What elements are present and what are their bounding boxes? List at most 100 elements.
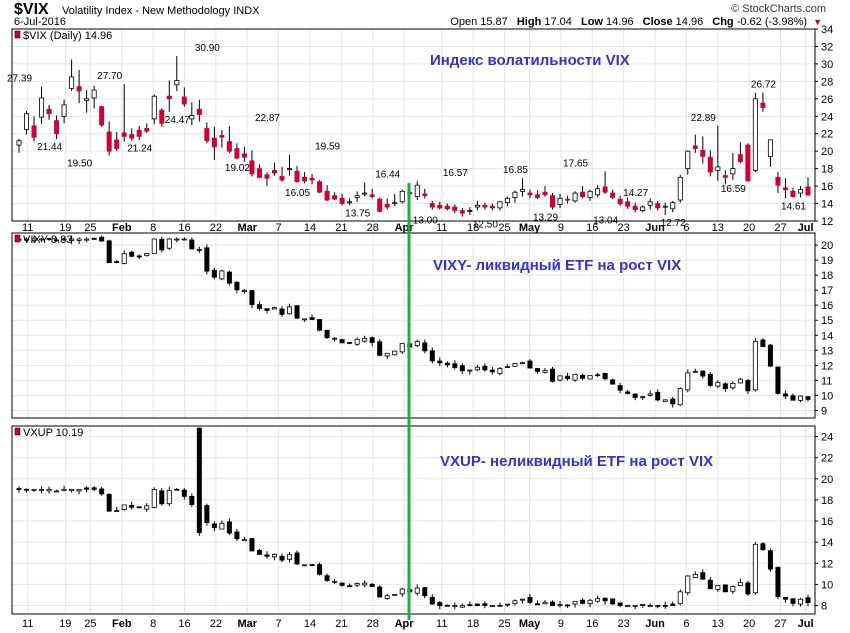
y-tick-label: 9 — [821, 405, 827, 417]
y-tick-label: 20 — [821, 240, 833, 252]
high-value: 17.04 — [544, 16, 572, 28]
candle — [106, 131, 112, 152]
candle — [782, 187, 788, 190]
candle — [677, 591, 683, 605]
candle — [497, 201, 503, 209]
candle — [264, 174, 270, 179]
open-value: 15.87 — [480, 16, 508, 28]
candle — [144, 505, 150, 510]
x-tick-label: Jun — [645, 222, 665, 234]
x-tick-label: 21 — [335, 618, 347, 630]
candle — [196, 249, 202, 251]
brand-label[interactable]: © StockCharts.com — [731, 3, 826, 15]
candle — [324, 575, 330, 581]
candle — [84, 98, 90, 101]
candle — [790, 598, 796, 604]
candle — [369, 194, 375, 197]
x-tick-label: 11 — [436, 222, 447, 234]
candle — [347, 585, 353, 588]
candle — [347, 342, 353, 344]
candle — [797, 598, 803, 605]
candle — [572, 373, 578, 381]
candle — [369, 583, 375, 588]
candle — [151, 95, 157, 120]
candle — [459, 210, 465, 214]
candle — [625, 201, 631, 207]
candle — [84, 238, 90, 241]
candle — [760, 102, 766, 108]
x-tick-label: 25 — [498, 222, 510, 234]
panel-legend: VXUP 10.19 — [14, 427, 83, 439]
candle — [377, 341, 383, 356]
panel-legend: $VIX (Daily) 14.96 — [14, 30, 112, 42]
y-tick-label: 12 — [821, 360, 833, 372]
y-tick-label: 26 — [821, 94, 833, 106]
candle — [437, 360, 443, 364]
candle — [159, 490, 165, 505]
candle — [692, 145, 698, 149]
panel-label: VIXY 8.83 — [23, 234, 72, 246]
y-tick-label: 13 — [821, 345, 833, 357]
candle — [647, 393, 653, 396]
candle — [715, 166, 721, 171]
candle — [317, 564, 323, 575]
candle — [542, 370, 548, 373]
candle — [602, 186, 608, 193]
price-label: 12.50 — [473, 220, 498, 231]
price-label: 19.02 — [225, 163, 250, 174]
candle — [384, 595, 390, 599]
candle — [332, 580, 338, 583]
candle — [39, 488, 45, 491]
x-tick-label: 7 — [276, 222, 282, 234]
y-tick-label: 12 — [821, 558, 833, 570]
candle — [302, 318, 308, 321]
x-tick-label: 28 — [367, 618, 379, 630]
candle — [730, 383, 736, 389]
candle — [204, 128, 210, 142]
candle — [647, 605, 653, 607]
candle — [504, 603, 510, 606]
price-label: 16.57 — [443, 168, 468, 179]
candle — [422, 193, 428, 197]
candle — [317, 181, 323, 193]
candle — [144, 253, 150, 257]
candle — [99, 106, 105, 126]
candle — [685, 575, 691, 594]
candle — [24, 488, 30, 491]
y-tick-label: 34 — [821, 24, 833, 36]
candle — [512, 600, 518, 604]
candle — [775, 366, 781, 394]
x-tick-label: Jun — [645, 618, 665, 630]
candle — [775, 176, 781, 186]
candle — [452, 363, 458, 368]
x-tick-label: 16 — [178, 222, 190, 234]
candle — [31, 125, 37, 138]
symbol-name: Volatility Index - New Methodology INDX — [62, 5, 260, 17]
candle — [91, 89, 97, 99]
candle — [504, 366, 510, 368]
candle — [39, 97, 45, 118]
candle — [489, 605, 495, 607]
price-label: 19.50 — [67, 159, 92, 170]
candle — [557, 197, 563, 205]
candle — [429, 597, 435, 605]
candle — [392, 202, 398, 205]
x-tick-label: 16 — [178, 618, 190, 630]
candle — [264, 554, 270, 557]
price-label: 27.70 — [97, 71, 122, 82]
panel-frame — [11, 28, 816, 222]
candle — [587, 375, 593, 380]
candle — [46, 108, 52, 115]
y-tick-label: 16 — [821, 181, 833, 193]
candle — [392, 350, 398, 356]
y-tick-label: 18 — [821, 270, 833, 282]
candle — [219, 270, 225, 280]
candle — [459, 605, 465, 608]
candle — [519, 362, 525, 365]
x-tick-label: 11 — [22, 618, 33, 630]
candle — [707, 156, 713, 173]
candle — [309, 177, 315, 181]
candle — [707, 373, 713, 386]
candle — [565, 375, 571, 379]
